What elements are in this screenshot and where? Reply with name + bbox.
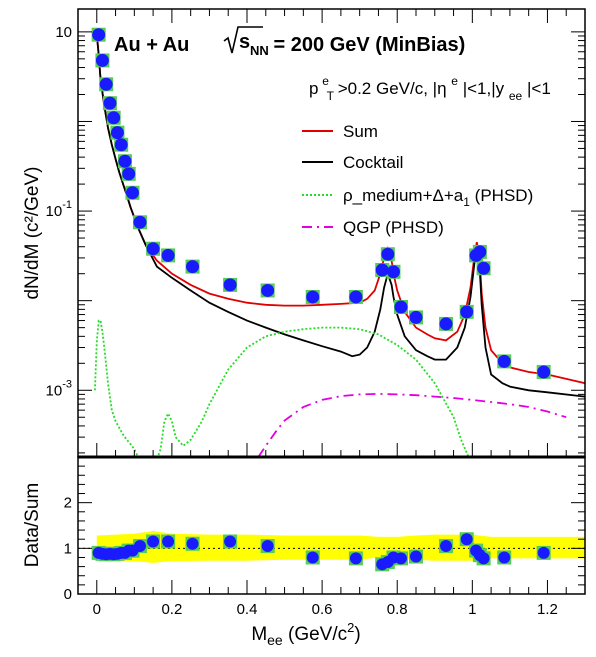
data-point (122, 167, 136, 181)
data-point (107, 111, 121, 125)
lower-y-axis-label: Data/Sum (22, 483, 43, 567)
data-point (460, 305, 474, 319)
lower-panel: 0 1 2 0 0.2 0.4 0.6 0.8 1 1.2 Data/Sum Mee (GeV/c… (22, 455, 586, 648)
x-axis-label-sub: ee (267, 632, 283, 648)
data-point (261, 283, 275, 297)
y-tick-label: 10-1 (46, 199, 72, 220)
data-point (161, 248, 175, 262)
data-point (349, 290, 363, 304)
x-tick-label: 0.2 (161, 601, 182, 618)
ratio-point (133, 540, 146, 553)
legend-label-sum: Sum (343, 122, 378, 141)
cut-p: p (309, 79, 318, 98)
cut-eta-sup: e (451, 74, 458, 88)
x-tick-label: 0.8 (387, 601, 408, 618)
legend: Sum Cocktail ρ_medium+Δ+a1 (PHSD) QGP (P… (302, 122, 533, 237)
x-tick-label: 1.2 (537, 601, 558, 618)
cut-rest2: |<1,|y (463, 79, 505, 98)
x-axis-label-close: ) (354, 624, 360, 645)
x-axis-label-sup: 2 (347, 620, 354, 635)
energy-sqrt-s: s (239, 31, 250, 53)
upper-panel: 10 10-1 10-3 dN/dM (c²/GeV) Au + Au s NN =… (22, 8, 586, 458)
data-point (497, 354, 511, 368)
ratio-point (306, 551, 319, 564)
x-tick-label: 1 (468, 601, 476, 618)
ratio-point (498, 551, 511, 564)
data-point (125, 186, 139, 200)
data-point (537, 365, 551, 379)
data-point (306, 290, 320, 304)
data-point (186, 260, 200, 274)
series-line-qgp (257, 392, 567, 457)
data-point (118, 154, 132, 168)
legend-rho-main: ρ_medium+Δ+a (343, 186, 464, 205)
data-point (110, 126, 124, 140)
ratio-point (477, 552, 490, 565)
data-point (99, 77, 113, 91)
ratio-point (440, 540, 453, 553)
data-point (146, 242, 160, 256)
data-point (381, 247, 395, 261)
data-point (409, 310, 423, 324)
data-point (103, 96, 117, 110)
ratio-point (224, 535, 237, 548)
data-point (133, 215, 147, 229)
energy-value: 200 GeV (MinBias) (291, 34, 466, 56)
x-tick-label: 0.6 (312, 601, 333, 618)
ratio-point (261, 540, 274, 553)
data-point (386, 265, 400, 279)
data-point (473, 245, 487, 259)
cut-rest3: |<1 (527, 79, 551, 98)
data-point (439, 317, 453, 331)
ratio-point (394, 552, 407, 565)
energy-eq: = (268, 34, 291, 56)
kinematic-cuts-label: p e T >0.2 GeV/c, |η e |<1,|y ee |<1 (309, 70, 551, 104)
y-tick-label: 10 (55, 24, 72, 41)
cut-rest1: >0.2 GeV/c, |η (338, 79, 447, 98)
data-point (223, 278, 237, 292)
y-tick-label: 10-3 (46, 378, 72, 399)
legend-label-rho-medium: ρ_medium+Δ+a1 (PHSD) (343, 186, 533, 209)
data-point (114, 138, 128, 152)
data-point (394, 300, 408, 314)
upper-y-axis-label: dN/dM (c²/GeV) (22, 166, 43, 299)
ratio-point (460, 533, 473, 546)
x-tick-label: 0 (93, 601, 101, 618)
data-point (92, 28, 106, 42)
data-point (95, 53, 109, 67)
series-line-rho_medium (94, 319, 470, 457)
x-axis-label-tail: (GeV/c (283, 624, 347, 645)
legend-label-cocktail: Cocktail (343, 153, 403, 172)
x-axis-label-main: M (251, 624, 267, 645)
x-tick-label: 0.4 (237, 601, 258, 618)
legend-rho-tail: (PHSD) (470, 186, 533, 205)
legend-rho-sub: 1 (463, 195, 470, 209)
cut-y-sub: ee (509, 89, 523, 103)
data-point (477, 261, 491, 275)
ratio-y-tick-label: 1 (64, 540, 72, 557)
ratio-point (537, 546, 550, 559)
ratio-point (147, 535, 160, 548)
energy-label: = 200 GeV (MinBias) (268, 34, 465, 56)
ratio-y-tick-label: 2 (64, 495, 72, 512)
collision-system-title: Au + Au (114, 34, 189, 56)
data-point (375, 263, 389, 277)
cut-pt-sub: T (327, 89, 335, 103)
ratio-point (162, 535, 175, 548)
ratio-point (186, 537, 199, 550)
legend-label-qgp: QGP (PHSD) (343, 218, 444, 237)
x-axis-label: Mee (GeV/c2) (251, 620, 360, 648)
ratio-y-tick-label: 0 (64, 586, 72, 603)
sqrt-sign (223, 26, 263, 54)
energy-sqrt-nn: NN (250, 43, 269, 58)
ratio-point (349, 552, 362, 565)
cut-pt-sup: e (322, 74, 329, 88)
ratio-point (410, 550, 422, 563)
